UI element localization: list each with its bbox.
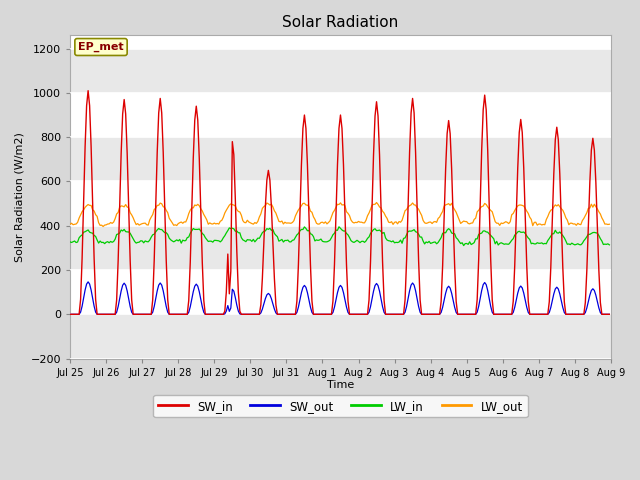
Legend: SW_in, SW_out, LW_in, LW_out: SW_in, SW_out, LW_in, LW_out	[153, 395, 528, 417]
LW_out	[303, 202, 311, 208]
LW_out	[605, 221, 613, 227]
Bar	[70, 226, 611, 270]
LW_out	[67, 221, 74, 227]
Line: LW_out: LW_out	[70, 203, 609, 227]
SW_in	[246, 312, 254, 317]
Y-axis label: Solar Radiation (W/m2): Solar Radiation (W/m2)	[15, 132, 25, 262]
SW_out	[134, 312, 141, 317]
SW_in	[228, 139, 236, 144]
SW_in	[134, 312, 141, 317]
SW_out	[255, 312, 263, 317]
SW_in	[605, 312, 613, 317]
LW_in	[302, 226, 310, 231]
SW_in	[67, 312, 74, 317]
SW_in	[84, 88, 92, 94]
LW_in	[460, 243, 467, 249]
Line: SW_out: SW_out	[70, 282, 609, 314]
LW_in	[245, 237, 253, 243]
SW_out	[577, 312, 585, 317]
LW_out	[134, 221, 141, 227]
Bar	[70, 48, 611, 93]
SW_out	[246, 312, 254, 317]
Title: Solar Radiation: Solar Radiation	[282, 15, 399, 30]
LW_out	[99, 224, 107, 229]
Line: SW_in: SW_in	[70, 91, 609, 314]
LW_in	[227, 226, 235, 231]
SW_out	[303, 290, 311, 296]
LW_in	[132, 240, 140, 246]
Text: EP_met: EP_met	[78, 42, 124, 52]
SW_out	[228, 287, 236, 292]
LW_out	[372, 200, 380, 205]
SW_in	[255, 312, 263, 317]
LW_in	[605, 242, 613, 248]
X-axis label: Time: Time	[327, 380, 354, 390]
SW_out	[67, 312, 74, 317]
SW_out	[605, 312, 613, 317]
Bar	[70, 314, 611, 359]
LW_in	[254, 235, 262, 241]
LW_out	[579, 218, 586, 224]
LW_in	[67, 239, 74, 245]
Bar	[70, 137, 611, 181]
LW_out	[228, 202, 236, 207]
SW_in	[577, 312, 585, 317]
Line: LW_in: LW_in	[70, 227, 609, 246]
LW_in	[335, 224, 343, 229]
SW_in	[303, 162, 311, 168]
LW_out	[255, 214, 263, 220]
LW_in	[579, 240, 586, 246]
LW_out	[246, 220, 254, 226]
SW_out	[84, 279, 92, 285]
